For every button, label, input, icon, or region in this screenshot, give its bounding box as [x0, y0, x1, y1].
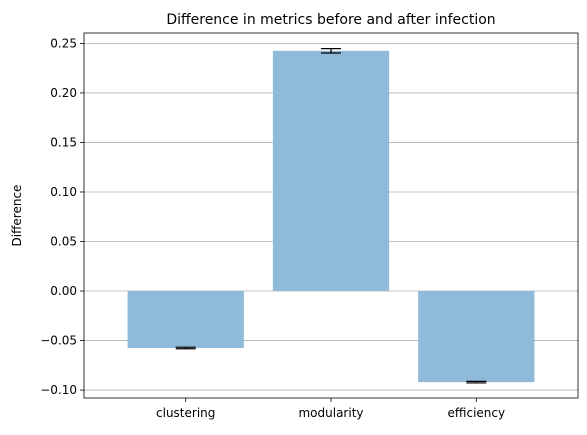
y-axis-label: Difference: [10, 185, 24, 247]
bar-modularity: [272, 50, 390, 292]
y-tick-label: −0.05: [40, 334, 77, 348]
chart-title: Difference in metrics before and after i…: [166, 12, 495, 28]
y-tick-label: 0.10: [50, 185, 77, 199]
y-tick-label: 0.20: [50, 86, 77, 100]
error-bars: [175, 48, 487, 384]
bars: [127, 50, 535, 383]
y-tick-label: 0.25: [50, 36, 77, 50]
x-axis-ticks: clustering modularity efficiency: [156, 398, 505, 420]
x-tick-label-efficiency: efficiency: [447, 406, 505, 420]
x-tick-label-clustering: clustering: [156, 406, 215, 420]
y-tick-label: 0.05: [50, 235, 77, 249]
x-tick-label-modularity: modularity: [298, 406, 363, 420]
y-tick-label: −0.10: [40, 383, 77, 397]
y-tick-label: 0.15: [50, 135, 77, 149]
bar-efficiency: [418, 291, 535, 383]
y-tick-label: 0.00: [50, 284, 77, 298]
bar-clustering: [127, 291, 244, 348]
y-axis-ticks: −0.10 −0.05 0.00 0.05 0.10 0.15 0.20 0.25: [40, 36, 84, 397]
